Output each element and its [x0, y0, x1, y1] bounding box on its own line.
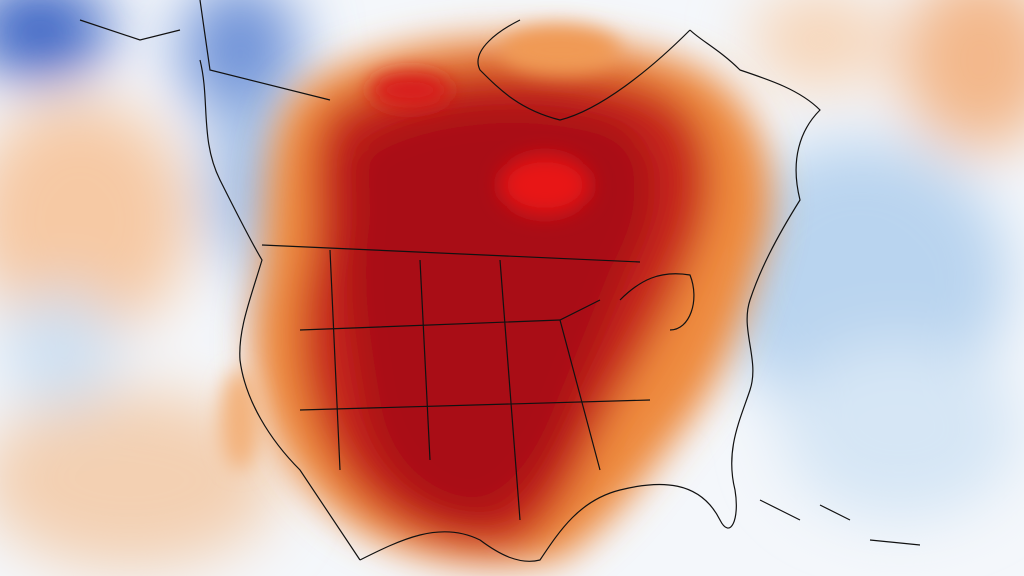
coastlines [79, 0, 921, 562]
heat-peak [220, 25, 620, 470]
heat-anomaly [252, 35, 772, 566]
